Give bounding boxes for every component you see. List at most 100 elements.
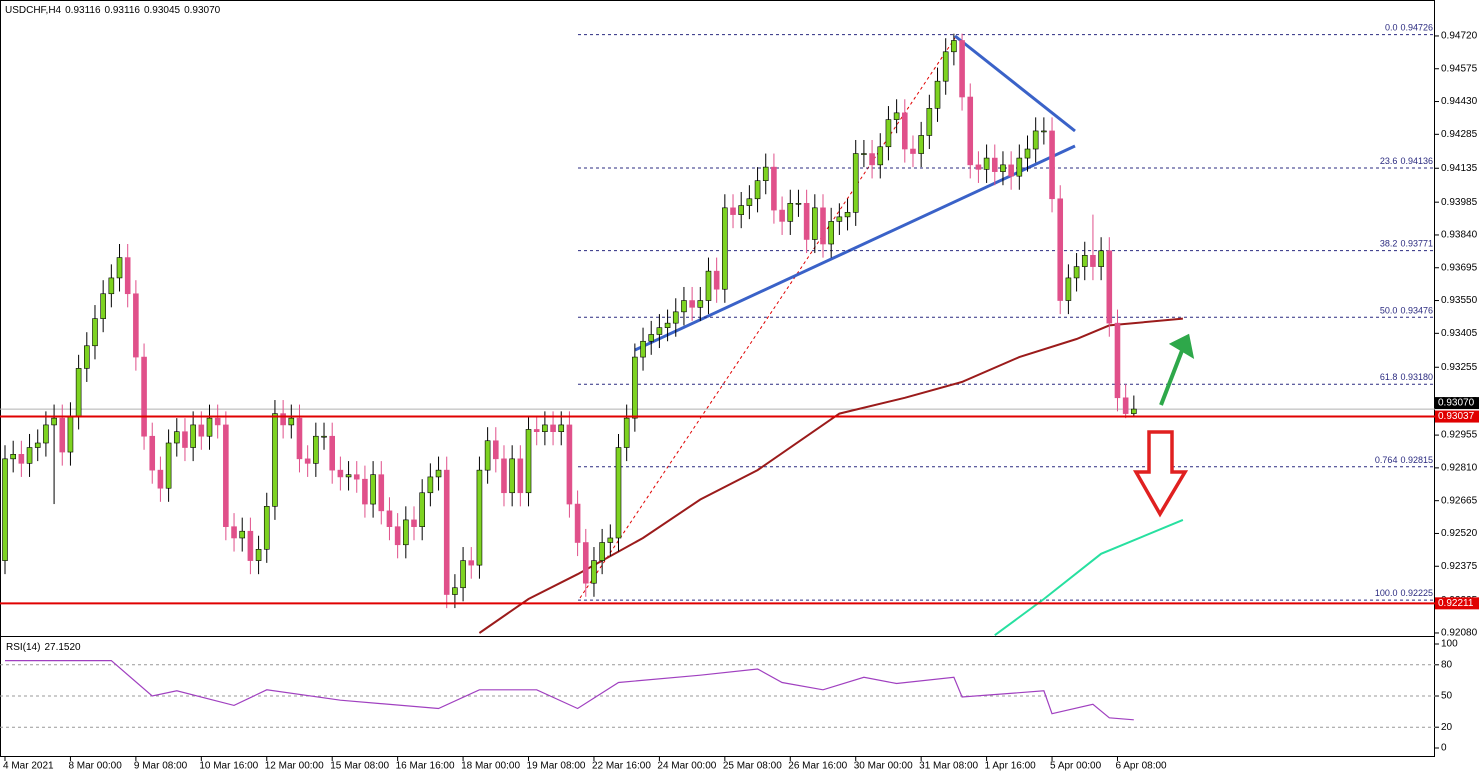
candle-body — [304, 458, 311, 464]
fib-price: 0.92225 — [1400, 589, 1433, 599]
candle-body — [419, 492, 425, 527]
candle-body — [713, 270, 720, 290]
candle-body — [255, 548, 262, 561]
candle-body — [517, 458, 524, 494]
fib-ratio: 0.0 — [1385, 23, 1398, 33]
candle-body — [844, 212, 851, 218]
candle-body — [771, 166, 777, 211]
chart-header: USDCHF,H4 0.93116 0.93116 0.93045 0.93070 — [5, 5, 221, 16]
fib-ratio: 23.6 — [1380, 156, 1398, 166]
y-tick-label: 0.92520 — [1441, 528, 1478, 539]
x-tick-label: 31 Mar 08:00 — [919, 761, 978, 772]
x-tick-label: 24 Mar 00:00 — [657, 761, 716, 772]
candle-body — [975, 164, 982, 170]
candle-body — [542, 424, 548, 433]
price-box-label: 0.93037 — [1438, 411, 1475, 422]
x-tick-label: 30 Mar 00:00 — [854, 761, 913, 772]
fib-label: 50.0 0.93476 — [1380, 306, 1433, 316]
candle-body — [296, 417, 303, 460]
x-tick-label: 26 Mar 16:00 — [788, 761, 847, 772]
candle-body — [910, 148, 916, 154]
candle-body — [484, 440, 491, 471]
candle-body — [51, 417, 57, 426]
candle-body — [280, 413, 286, 426]
candle-body — [198, 424, 205, 437]
candle-body — [182, 431, 188, 448]
last-price-label: 0.93070 — [1438, 398, 1475, 409]
y-tick-label: 0.93405 — [1441, 328, 1478, 339]
candle-body — [84, 345, 90, 369]
candle-body — [1073, 266, 1080, 279]
fib-ratio: 38.2 — [1380, 239, 1398, 249]
arrow-up-shaft — [1159, 347, 1185, 406]
y-tick-label: 0.94720 — [1441, 31, 1478, 42]
candle-body — [492, 440, 499, 460]
candle-body — [353, 474, 360, 480]
candle-body — [43, 424, 49, 444]
x-tick-label: 10 Mar 16:00 — [199, 761, 258, 772]
candle-body — [812, 207, 818, 240]
candle-body — [1131, 408, 1137, 414]
candle-body — [697, 300, 704, 308]
fib-price: 0.92815 — [1400, 455, 1433, 465]
plot-frame — [0, 0, 1435, 757]
candle-body — [108, 277, 115, 295]
candle-body — [893, 112, 900, 120]
candle-body — [533, 429, 540, 433]
candle-body — [803, 202, 810, 240]
candle-body — [26, 447, 33, 464]
candle-body — [452, 587, 458, 595]
rsi-header: RSI(14) 27.1520 — [6, 642, 81, 653]
fib-label: 0.0 0.94726 — [1385, 23, 1433, 33]
candle-body — [247, 530, 254, 561]
fib-ratio: 0.764 — [1375, 455, 1398, 465]
candle-body — [223, 424, 229, 527]
candle-body — [664, 322, 671, 328]
candle-body — [476, 469, 483, 566]
fib-price: 0.93476 — [1400, 306, 1433, 316]
candle-body — [92, 318, 98, 347]
candle-body — [313, 435, 319, 464]
candle-body — [1098, 250, 1104, 267]
candle-body — [991, 157, 998, 172]
candle-body — [18, 454, 25, 464]
y-tick-label: 0.92080 — [1441, 628, 1478, 639]
y-tick-label: 0.92375 — [1441, 561, 1478, 572]
candle-body — [1032, 130, 1039, 150]
x-tick-label: 1 Apr 16:00 — [985, 761, 1037, 772]
y-tick-label: 20 — [1441, 722, 1453, 733]
candle-body — [746, 198, 753, 206]
candle-body — [263, 506, 270, 550]
candle-body — [427, 476, 434, 494]
candle-body — [1090, 255, 1096, 267]
candle-body — [828, 221, 834, 245]
candle-body — [861, 153, 867, 155]
candle-body — [1008, 164, 1014, 177]
candle-body — [607, 537, 614, 543]
candle-body — [1114, 322, 1121, 399]
y-tick-label: 0.92810 — [1441, 463, 1478, 474]
candle-body — [288, 417, 295, 426]
candle-body — [558, 424, 565, 433]
candle-body — [67, 415, 74, 453]
candle-body — [394, 526, 401, 546]
candle-body — [173, 431, 180, 444]
candle-body — [959, 40, 965, 98]
x-tick-label: 15 Mar 08:00 — [330, 761, 389, 772]
candle-body — [1041, 130, 1047, 133]
candle-body — [411, 519, 417, 527]
candle-body — [779, 209, 785, 222]
candle-body — [460, 560, 466, 589]
candle-body — [214, 417, 221, 426]
candle-body — [591, 560, 597, 584]
overlays — [0, 34, 1435, 637]
candle-body — [10, 454, 16, 460]
candle-body — [754, 180, 761, 200]
candle-body — [705, 270, 712, 301]
candle-body — [34, 442, 41, 448]
candle-body — [190, 424, 196, 448]
candle-body — [795, 202, 802, 205]
candle-body — [983, 157, 990, 170]
x-tick-label: 22 Mar 16:00 — [592, 761, 651, 772]
candle-body — [509, 458, 515, 494]
